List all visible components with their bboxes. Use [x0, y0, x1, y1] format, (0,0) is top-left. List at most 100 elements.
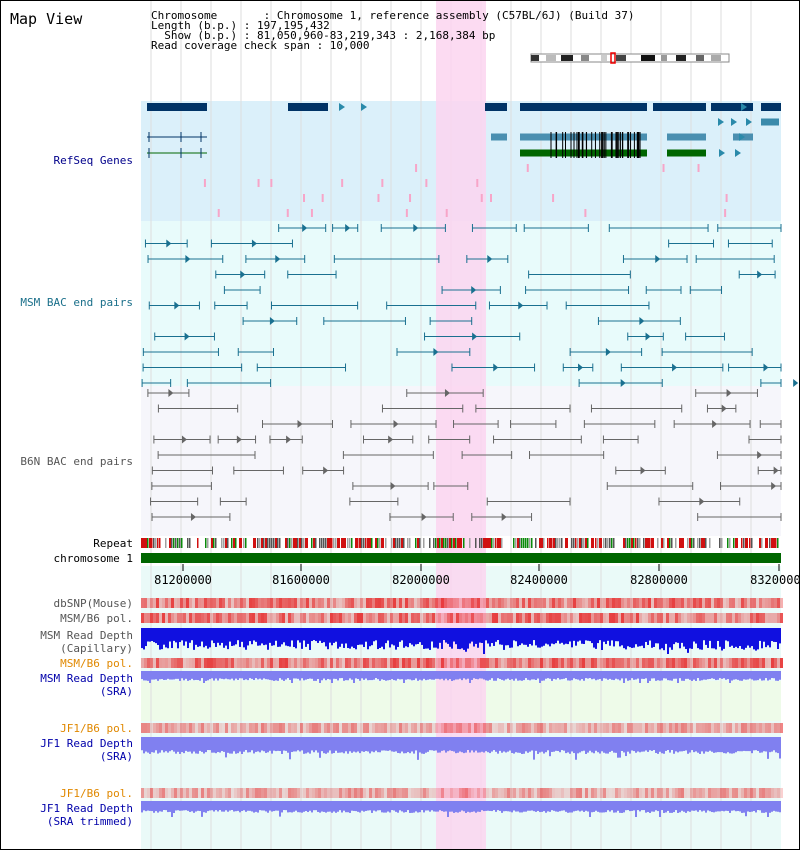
track-label-jf1-pol-2[interactable]: JF1/B6 pol. [60, 787, 133, 800]
polymorphism-density-cell [609, 658, 612, 668]
msm-capillary-depth-bar [289, 628, 291, 647]
polymorphism-density-cell [522, 723, 525, 733]
msm-sra-depth-bar [453, 671, 455, 681]
b6n-bac-end-pair [640, 466, 646, 475]
jf1-sra-depth-bar [173, 737, 175, 752]
polymorphism-density-cell [324, 598, 327, 608]
track-label-dbsnp[interactable]: dbSNP(Mouse) [53, 597, 133, 610]
jf1-sra-trimmed-depth-bar [545, 801, 547, 813]
jf1-sra-depth-bar [471, 737, 473, 751]
jf1-sra-depth-bar [773, 737, 775, 751]
polymorphism-density-cell [564, 723, 567, 733]
polymorphism-density-cell [621, 613, 624, 623]
msm-capillary-depth-bar [441, 628, 443, 649]
polymorphism-density-cell [633, 613, 636, 623]
polymorphism-density-cell [558, 613, 561, 623]
polymorphism-density-cell [261, 723, 264, 733]
msm-capillary-depth-bar [447, 628, 449, 644]
track-label-repeat[interactable]: Repeat [93, 537, 133, 550]
msm-capillary-depth-bar [313, 628, 315, 641]
polymorphism-density-cell [678, 598, 681, 608]
jf1-sra-trimmed-depth-bar [643, 801, 645, 811]
polymorphism-density-cell [435, 723, 438, 733]
track-label-jf1-depth[interactable]: JF1 Read Depth (SRA) [40, 737, 133, 763]
repeat-element [391, 538, 393, 548]
track-label-msm-depth-capillary[interactable]: MSM Read Depth (Capillary) [40, 629, 133, 655]
track-label-jf1-pol[interactable]: JF1/B6 pol. [60, 722, 133, 735]
polymorphism-density-cell [696, 598, 699, 608]
polymorphism-density-cell [753, 658, 756, 668]
msm-sra-depth-bar [201, 671, 203, 679]
polymorphism-density-cell [177, 598, 180, 608]
jf1-sra-depth-bar [205, 737, 207, 753]
polymorphism-density-cell [741, 723, 744, 733]
polymorphism-density-cell [393, 598, 396, 608]
polymorphism-density-cell [162, 613, 165, 623]
repeat-element [401, 538, 404, 548]
jf1-sra-depth-bar [195, 737, 197, 754]
track-label-msm-b6-pol[interactable]: MSM/B6 pol. [60, 612, 133, 625]
polymorphism-density-cell [504, 658, 507, 668]
refseq-minor-feature [584, 209, 587, 217]
track-label-msm-b6-pol-2[interactable]: MSM/B6 pol. [60, 657, 133, 670]
polymorphism-density-cell [192, 658, 195, 668]
jf1-sra-depth-bar [577, 737, 579, 754]
repeat-element [417, 538, 420, 548]
jf1-sra-depth-bar [397, 737, 399, 753]
polymorphism-density-cell [495, 598, 498, 608]
jf1-sra-trimmed-depth-bar [667, 801, 669, 811]
msm-bac-end-pair [302, 224, 308, 232]
msm-capillary-depth-bar [655, 628, 657, 644]
msm-sra-depth-bar [427, 671, 429, 680]
repeat-element [481, 538, 483, 548]
polymorphism-density-cell [612, 658, 615, 668]
jf1-sra-trimmed-depth-bar [721, 801, 723, 811]
jf1-sra-depth-bar [689, 737, 691, 753]
polymorphism-density-cell [537, 613, 540, 623]
track-label-msm-depth-sra[interactable]: MSM Read Depth (SRA) [40, 672, 133, 698]
jf1-sra-depth-bar [273, 737, 275, 751]
msm-capillary-depth-bar [389, 628, 391, 648]
jf1-sra-trimmed-depth-bar [415, 801, 417, 812]
polymorphism-density-cell [210, 658, 213, 668]
track-label-b6n-bac[interactable]: B6N BAC end pairs [20, 455, 133, 468]
polymorphism-density-cell [597, 658, 600, 668]
polymorphism-density-cell [180, 658, 183, 668]
jf1-sra-depth-bar [623, 737, 625, 753]
polymorphism-density-cell [216, 658, 219, 668]
msm-capillary-depth-bar [223, 628, 225, 648]
polymorphism-density-cell [540, 613, 543, 623]
jf1-sra-trimmed-depth-bar [531, 801, 533, 811]
msm-capillary-depth-bar [407, 628, 409, 648]
msm-capillary-depth-bar [419, 628, 421, 643]
polymorphism-density-cell [180, 598, 183, 608]
track-label-refseq[interactable]: RefSeq Genes [53, 154, 133, 167]
polymorphism-density-cell [708, 723, 711, 733]
jf1-sra-depth-bar [599, 737, 601, 754]
msm-capillary-depth-bar [227, 628, 229, 650]
polymorphism-density-cell [444, 658, 447, 668]
jf1-sra-depth-bar [453, 737, 455, 752]
msm-capillary-depth-bar [151, 628, 153, 642]
jf1-sra-depth-bar [569, 737, 571, 754]
polymorphism-density-cell [603, 598, 606, 608]
msm-sra-depth-bar [545, 671, 547, 679]
track-label-jf1-depth-trimmed[interactable]: JF1 Read Depth (SRA trimmed) [40, 802, 133, 828]
polymorphism-density-cell [240, 598, 243, 608]
jf1-sra-depth-bar [675, 737, 677, 752]
msm-capillary-depth-bar [423, 628, 425, 649]
polymorphism-density-cell [306, 723, 309, 733]
track-label-msm-bac[interactable]: MSM BAC end pairs [20, 296, 133, 309]
polymorphism-density-cell [645, 723, 648, 733]
polymorphism-density-cell [777, 613, 780, 623]
msm-capillary-depth-bar [563, 628, 565, 645]
jf1-sra-depth-bar [707, 737, 709, 752]
polymorphism-density-cell [519, 723, 522, 733]
repeat-element [729, 538, 731, 548]
jf1-sra-depth-bar [439, 737, 441, 753]
repeat-element [433, 538, 435, 548]
polymorphism-density-cell [516, 723, 519, 733]
repeat-element [169, 538, 172, 548]
track-label-chromosome[interactable]: chromosome 1 [53, 552, 133, 565]
